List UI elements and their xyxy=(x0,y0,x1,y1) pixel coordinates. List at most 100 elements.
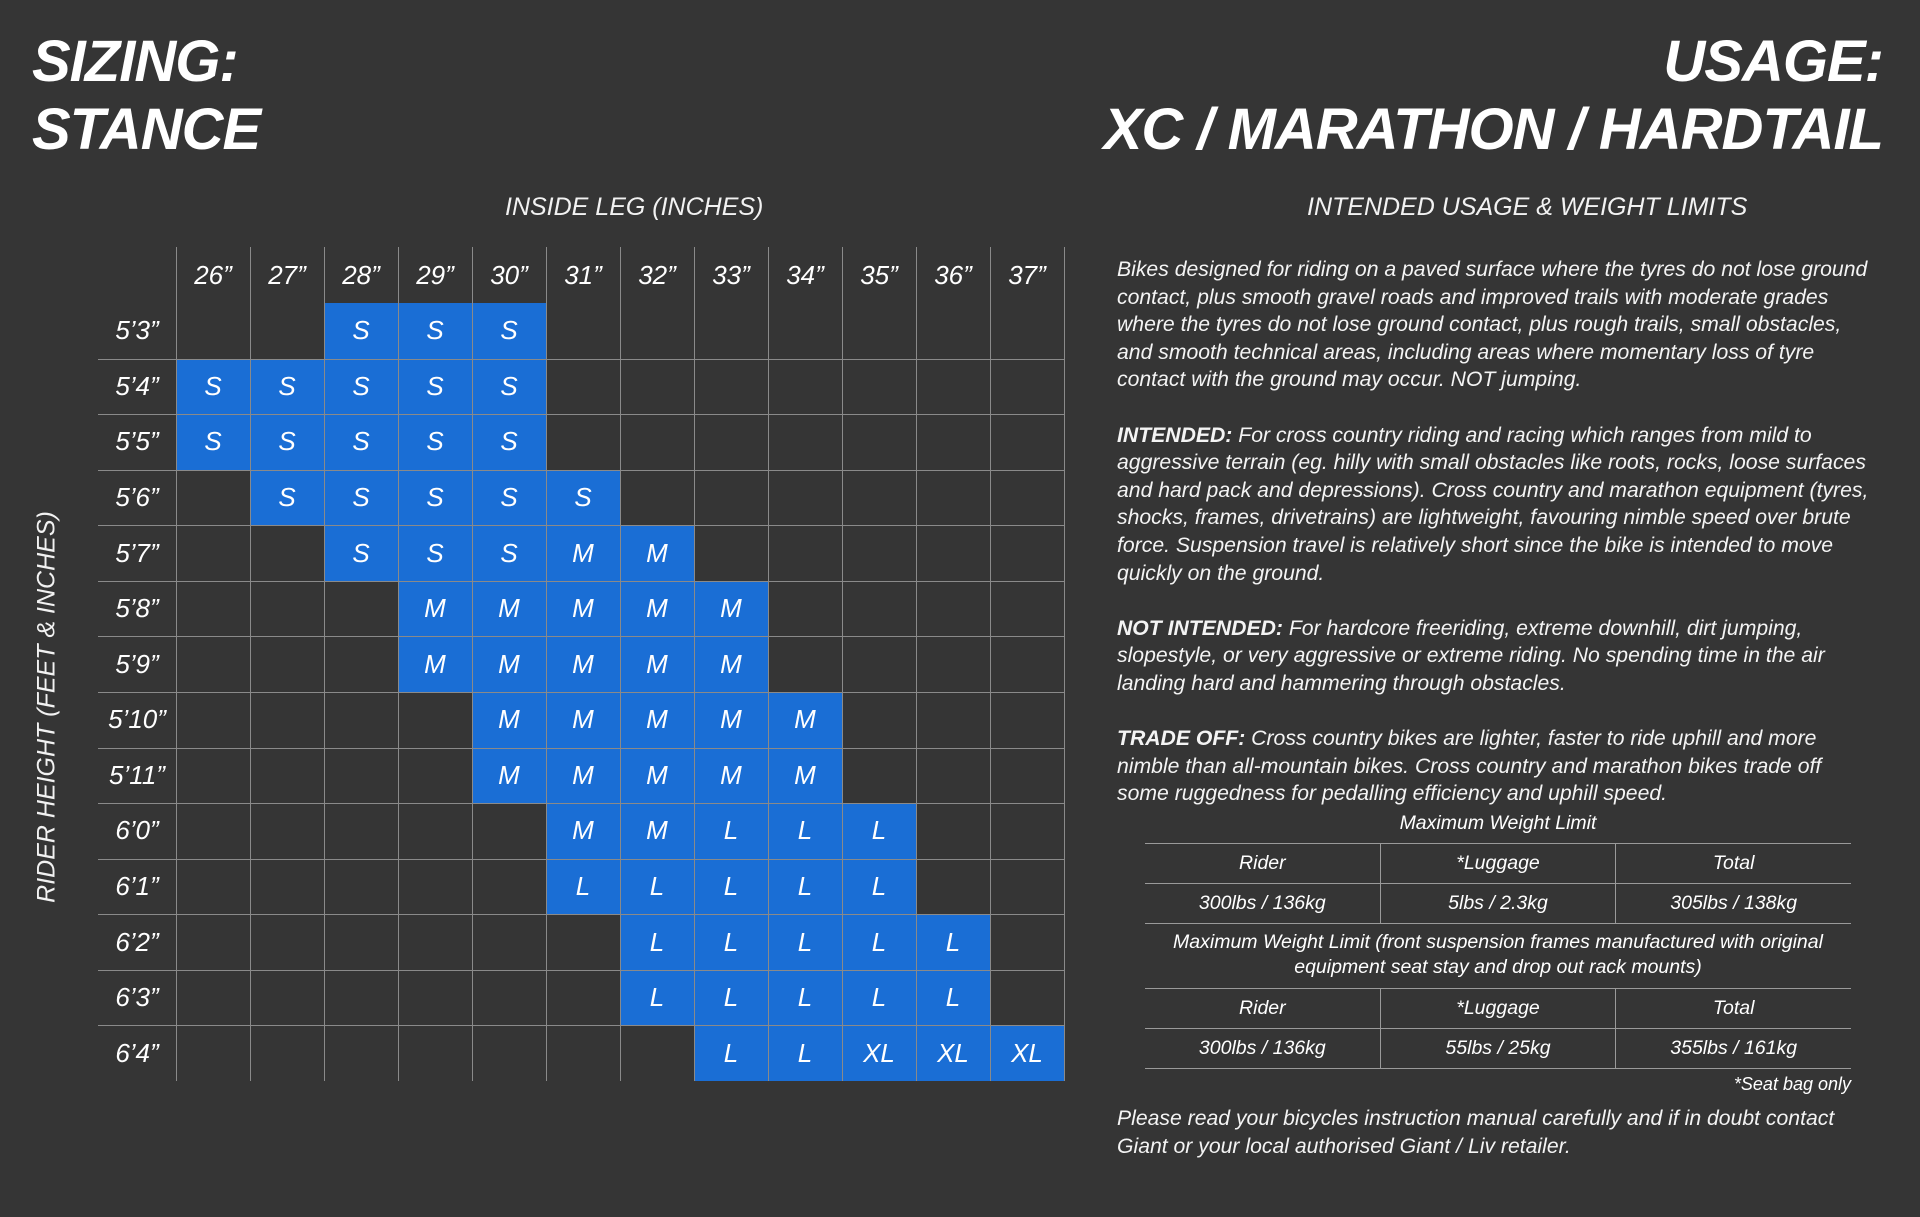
empty-cell xyxy=(990,692,1064,748)
row-header: 5’5” xyxy=(115,426,159,457)
size-cell: S xyxy=(324,358,398,415)
grid-line-horizontal xyxy=(98,858,1064,860)
column-header: 37” xyxy=(1008,259,1046,290)
size-cell: M xyxy=(546,692,620,748)
empty-cell xyxy=(324,970,398,1026)
empty-cell xyxy=(990,470,1064,526)
empty-cell xyxy=(324,914,398,970)
empty-cell xyxy=(842,470,916,526)
grid-line-vertical xyxy=(620,247,621,1081)
empty-cell xyxy=(916,636,990,692)
sizing-title: SIZING: STANCE xyxy=(32,28,261,164)
row-header: 6’4” xyxy=(115,1037,159,1068)
size-cell: S xyxy=(176,358,250,415)
rider-height-axis-label: RIDER HEIGHT (FEET & INCHES) xyxy=(32,511,61,903)
empty-cell xyxy=(546,303,620,359)
size-cell: L xyxy=(694,858,768,915)
empty-cell xyxy=(250,803,324,859)
size-cell: M xyxy=(472,747,546,804)
weight-value-row-rack: 300lbs / 136kg 55lbs / 25kg 355lbs / 161… xyxy=(1145,1029,1851,1069)
luggage-header: *Luggage xyxy=(1379,844,1616,883)
empty-cell xyxy=(250,1025,324,1081)
size-cell: M xyxy=(620,525,694,581)
empty-cell xyxy=(398,692,472,748)
empty-cell xyxy=(990,525,1064,581)
row-header: 6’1” xyxy=(115,870,159,901)
empty-cell xyxy=(176,859,250,915)
empty-cell xyxy=(916,803,990,859)
empty-cell xyxy=(842,359,916,415)
empty-cell xyxy=(250,748,324,804)
size-cell: M xyxy=(546,580,620,637)
size-cell: S xyxy=(324,303,398,359)
usage-title-heading: USAGE: XC / MARATHON / HARDTAIL xyxy=(1103,28,1884,164)
size-cell: L xyxy=(842,969,916,1026)
empty-cell xyxy=(250,525,324,581)
empty-cell xyxy=(176,581,250,637)
size-cell: L xyxy=(620,969,694,1026)
row-header: 5’9” xyxy=(115,648,159,679)
total-value-rack: 355lbs / 161kg xyxy=(1615,1029,1851,1068)
footer-note: Please read your bicycles instruction ma… xyxy=(1117,1107,1835,1158)
empty-cell xyxy=(398,914,472,970)
size-cell: M xyxy=(768,692,842,748)
empty-cell xyxy=(398,859,472,915)
trade-off-text: Cross country bikes are lighter, faster … xyxy=(1117,727,1822,806)
empty-cell xyxy=(176,692,250,748)
grid-line-vertical xyxy=(694,247,695,1081)
rider-header: Rider xyxy=(1239,852,1286,874)
size-cell: L xyxy=(620,914,694,970)
row-header: 5’10” xyxy=(108,704,166,735)
size-cell: S xyxy=(250,469,324,526)
grid-line-horizontal xyxy=(98,358,1064,360)
empty-cell xyxy=(398,803,472,859)
total-header-rack: Total xyxy=(1615,989,1851,1028)
luggage-header-rack: *Luggage xyxy=(1379,989,1616,1028)
empty-cell xyxy=(990,636,1064,692)
empty-cell xyxy=(990,414,1064,470)
rider-value-rack: 300lbs / 136kg xyxy=(1198,1037,1326,1059)
row-header: 5’4” xyxy=(115,370,159,401)
empty-cell xyxy=(990,914,1064,970)
empty-cell xyxy=(842,303,916,359)
size-cell: M xyxy=(546,747,620,804)
row-header: 6’3” xyxy=(115,982,159,1013)
size-cell: S xyxy=(398,469,472,526)
grid-line-horizontal xyxy=(98,525,1064,527)
column-header: 35” xyxy=(860,259,898,290)
row-header: 5’8” xyxy=(115,593,159,624)
size-cell: L xyxy=(842,858,916,915)
size-cell: S xyxy=(546,469,620,526)
empty-cell xyxy=(842,581,916,637)
size-cell: S xyxy=(176,414,250,470)
size-cell: S xyxy=(250,358,324,415)
size-cell: S xyxy=(472,358,546,415)
grid-line-horizontal xyxy=(98,969,1064,971)
empty-cell xyxy=(176,636,250,692)
column-header: 30” xyxy=(490,259,528,290)
size-cell: M xyxy=(472,580,546,637)
size-cell: L xyxy=(694,1025,768,1081)
size-cell: S xyxy=(324,525,398,581)
rider-value: 300lbs / 136kg xyxy=(1198,892,1326,914)
column-header: 29” xyxy=(416,259,454,290)
size-cell: L xyxy=(768,969,842,1026)
size-cell: M xyxy=(472,636,546,692)
size-cell: L xyxy=(768,1025,842,1081)
size-cell: M xyxy=(472,692,546,748)
usage-title-line2: XC / MARATHON / HARDTAIL xyxy=(1103,97,1884,162)
empty-cell xyxy=(398,970,472,1026)
size-cell: M xyxy=(620,692,694,748)
empty-cell xyxy=(990,303,1064,359)
grid-line-vertical xyxy=(916,247,917,1081)
empty-cell xyxy=(324,803,398,859)
intended-paragraph: INTENDED: For cross country riding and r… xyxy=(1117,422,1877,588)
empty-cell xyxy=(768,636,842,692)
row-header: 5’7” xyxy=(115,537,159,568)
not-intended-text: For hardcore freeriding, extreme downhil… xyxy=(1117,616,1825,695)
empty-cell xyxy=(620,414,694,470)
grid-line-horizontal xyxy=(98,803,1064,805)
trade-off-label: TRADE OFF: xyxy=(1117,727,1246,751)
empty-cell xyxy=(250,859,324,915)
grid-line-vertical xyxy=(842,247,843,1081)
